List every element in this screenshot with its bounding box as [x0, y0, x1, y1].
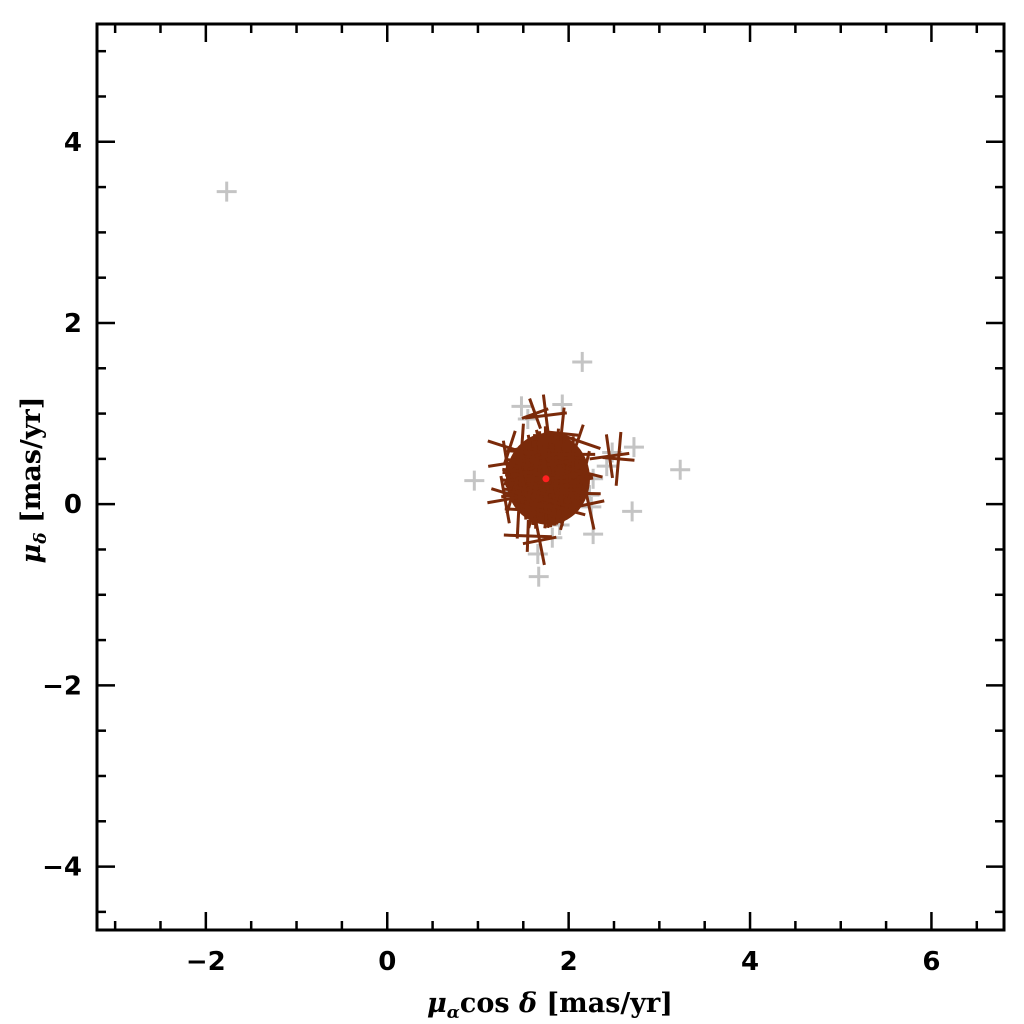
member-star-point — [540, 467, 583, 506]
member-star-point — [512, 467, 549, 514]
cluster-center-layer — [542, 475, 550, 483]
field-star-point — [670, 459, 691, 480]
member-cloud-point — [553, 465, 581, 497]
member-star-point — [544, 407, 579, 460]
y-tick-label: −2 — [42, 671, 82, 701]
field-star-point — [596, 456, 617, 477]
cluster-center-point — [542, 475, 550, 483]
field-star-point — [623, 437, 644, 458]
x-tick-label: 2 — [560, 947, 578, 977]
plot-frame — [95, 22, 1006, 932]
x-tick-label: 4 — [741, 947, 759, 977]
x-tick-label: −2 — [186, 947, 226, 977]
plot-border — [95, 22, 1006, 932]
member-star-layer — [487, 394, 635, 566]
member-star-point — [513, 489, 555, 529]
y-tick-labels: −4 −2 0 2 4 — [42, 128, 82, 883]
member-star-point — [503, 519, 552, 552]
field-star-point — [216, 181, 237, 202]
field-star-point — [511, 396, 532, 417]
x-tick-label: 6 — [922, 947, 940, 977]
member-star-point — [506, 447, 537, 501]
y-tick-label: 0 — [64, 490, 82, 520]
y-tick-label: 2 — [64, 309, 82, 339]
x-tick-labels: −2 0 2 4 6 — [186, 947, 941, 977]
member-star-point — [524, 394, 567, 437]
field-star-layer — [216, 181, 691, 587]
member-star-point — [551, 436, 596, 473]
member-star-point — [589, 434, 630, 479]
member-star-point — [487, 475, 524, 524]
member-star-point — [602, 431, 635, 486]
field-star-point — [464, 470, 485, 491]
member-star-point — [504, 480, 533, 539]
member-star-point — [546, 488, 586, 531]
x-axis-label: μαcos δ [mas/yr] — [427, 988, 673, 1023]
y-tick-label: −4 — [42, 853, 82, 883]
member-star-point — [529, 429, 558, 485]
field-star-point — [622, 501, 643, 522]
y-axis-label: μδ [mas/yr] — [16, 396, 51, 563]
axis-ticks — [97, 24, 1004, 930]
field-star-point — [528, 566, 549, 587]
field-star-point — [572, 351, 593, 372]
x-tick-label: 0 — [378, 947, 396, 977]
y-tick-label: 4 — [64, 128, 82, 158]
field-star-point — [527, 544, 548, 565]
